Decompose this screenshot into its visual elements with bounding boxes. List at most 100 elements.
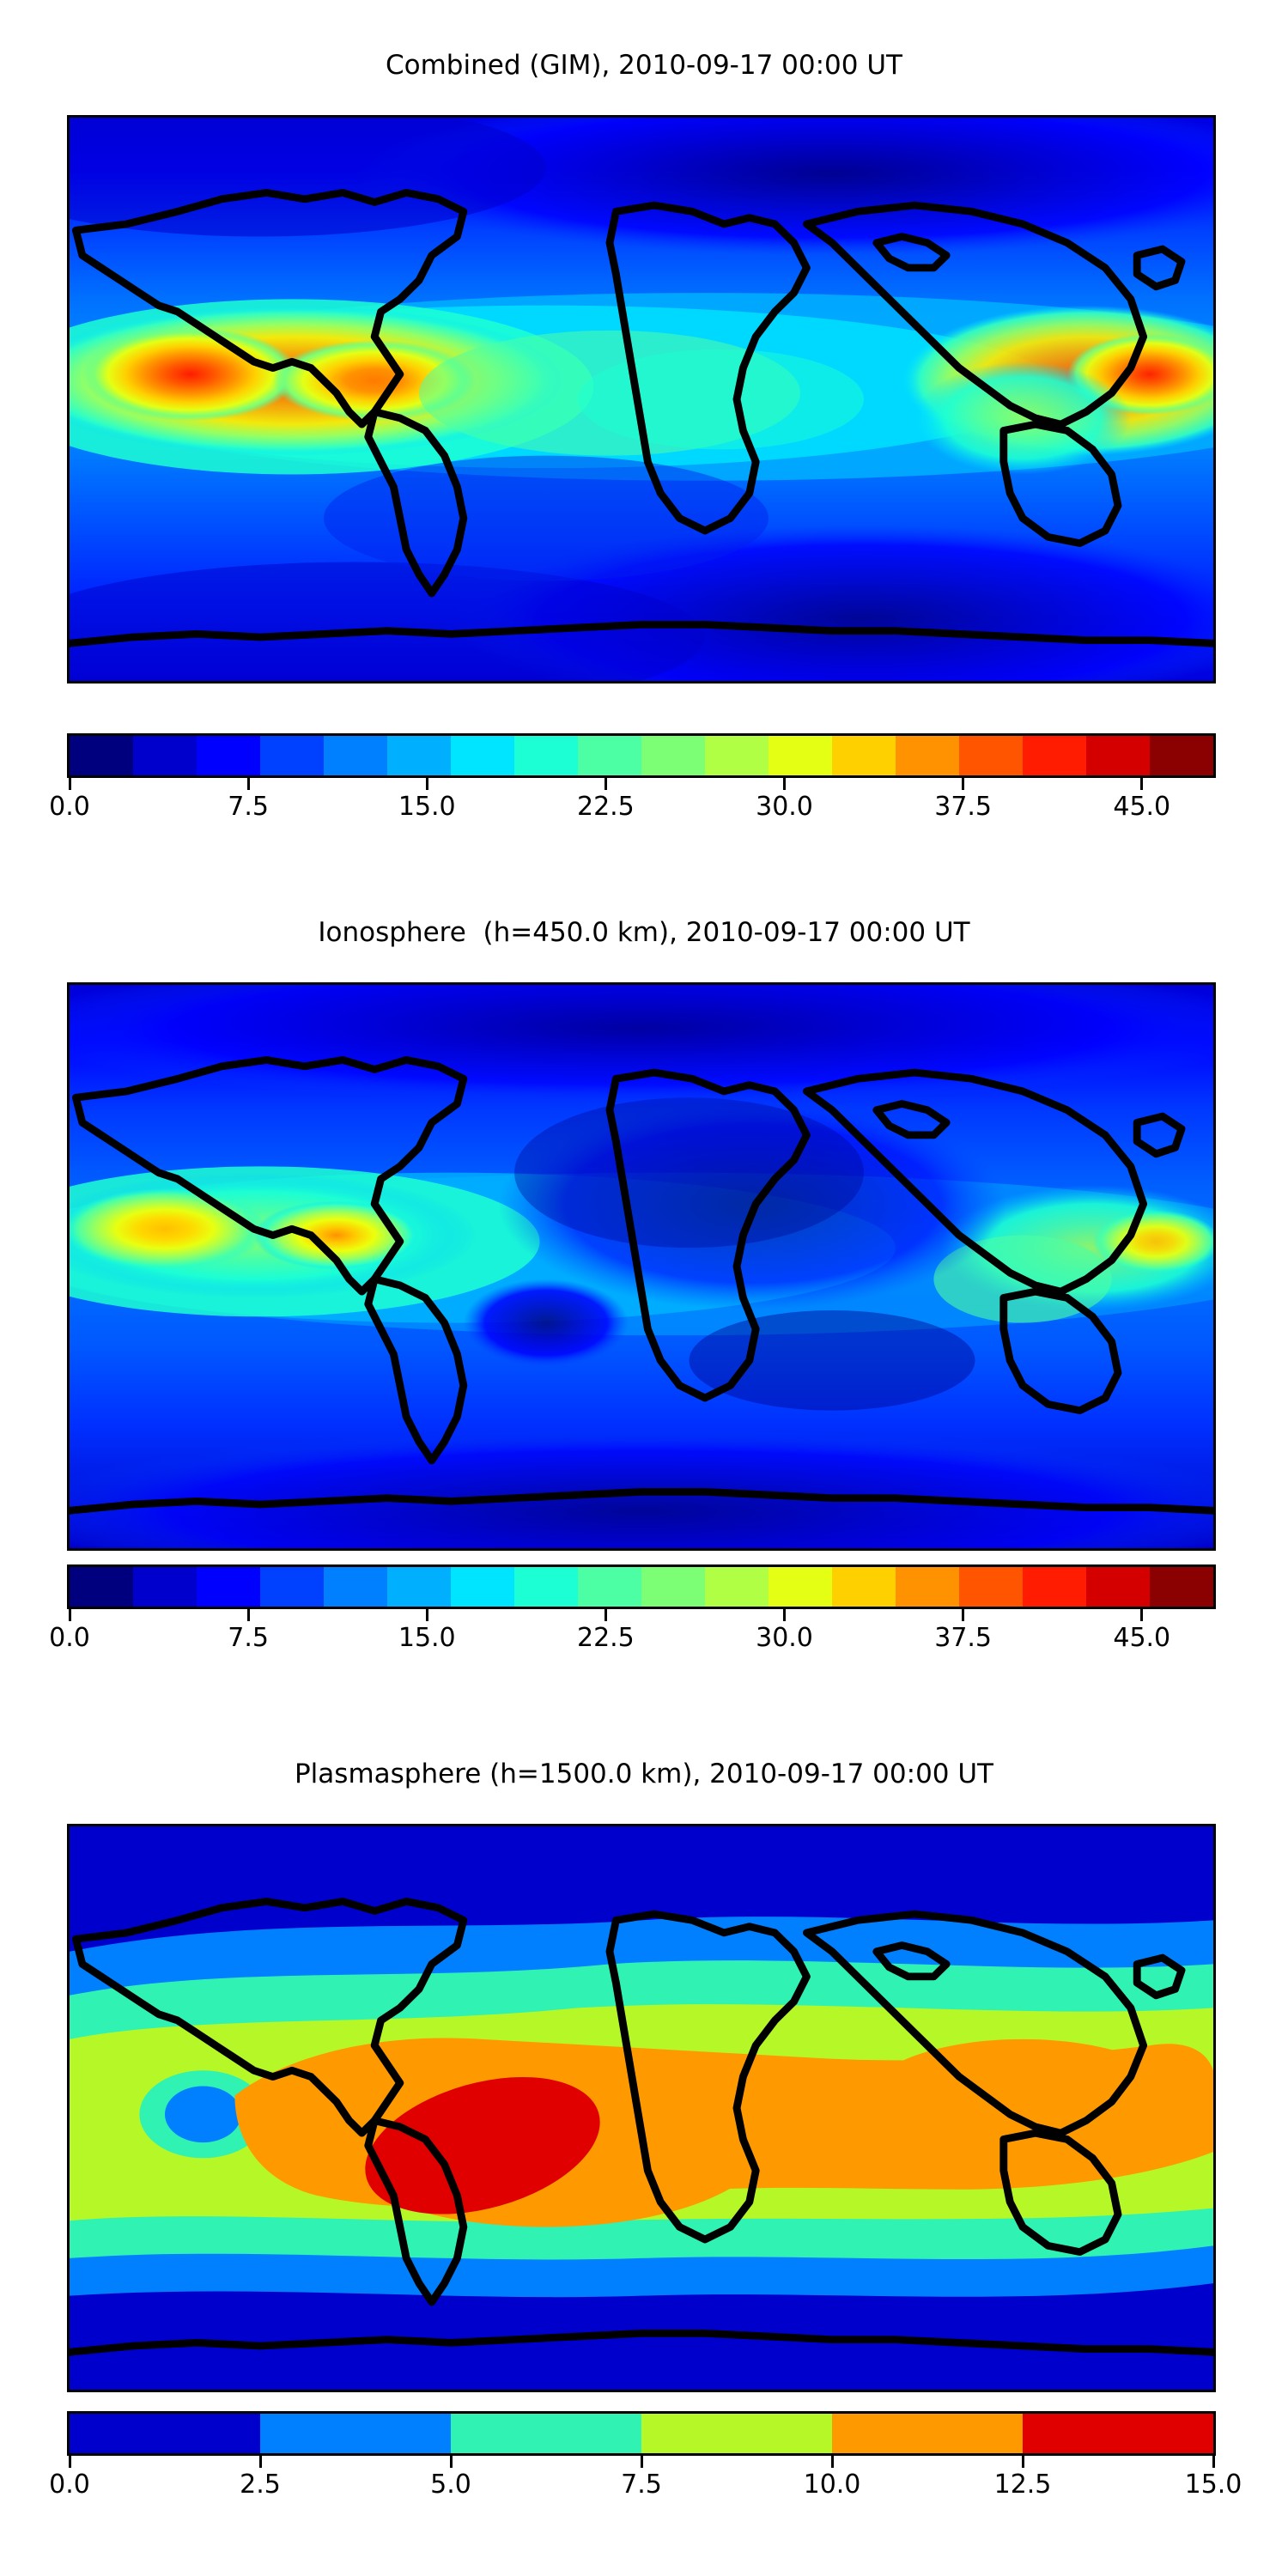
colorbar-segment	[451, 2414, 641, 2453]
colorbar-tick	[449, 2456, 453, 2468]
colorbar-tick	[1212, 2456, 1215, 2468]
colorbar-segment	[641, 1567, 705, 1607]
colorbar-tick	[783, 778, 786, 790]
colorbar-tick-label: 10.0	[803, 2470, 861, 2500]
colorbar-segment	[832, 2414, 1023, 2453]
colorbar-tick-label: 30.0	[756, 792, 813, 822]
colorbar-segment	[260, 1567, 324, 1607]
colorbar-segment	[1023, 1567, 1086, 1607]
colorbar-tick	[962, 778, 965, 790]
colorbar-tick	[425, 778, 428, 790]
colorbar-segment	[1150, 736, 1213, 775]
colorbar-tick	[246, 1609, 250, 1621]
colorbar-tick-label: 30.0	[756, 1623, 813, 1653]
colorbar-segment	[959, 736, 1023, 775]
colorbar-tick	[1021, 2456, 1024, 2468]
colorbar-tick-label: 7.5	[621, 2470, 662, 2500]
colorbar-segment	[514, 736, 578, 775]
map-canvas-ionosphere	[70, 985, 1213, 1548]
colorbar-tick-label: 37.5	[934, 792, 993, 822]
colorbar-segment	[451, 736, 514, 775]
colorbar-tick-label: 0.0	[49, 2470, 90, 2500]
colorbar-tick-label: 15.0	[398, 1623, 456, 1653]
colorbar-segment	[769, 1567, 832, 1607]
panel-title-combined-gim: Combined (GIM), 2010-09-17 00:00 UT	[386, 50, 902, 81]
colorbar-tick-label: 7.5	[228, 792, 269, 822]
colorbar-segment	[959, 1567, 1023, 1607]
colorbar-segment	[260, 736, 324, 775]
colorbar-segment	[1023, 2414, 1213, 2453]
colorbar-segment	[70, 736, 133, 775]
colorbar-tick	[604, 1609, 607, 1621]
colorbar-strip-2	[67, 2411, 1216, 2456]
colorbar-segment	[133, 736, 197, 775]
colorbar-segment	[133, 1567, 197, 1607]
colorbar-tick	[604, 778, 607, 790]
colorbar-tick-label: 0.0	[49, 792, 90, 822]
colorbar-segment	[578, 1567, 641, 1607]
colorbar-tick-label: 2.5	[240, 2470, 281, 2500]
colorbar-segment	[896, 1567, 959, 1607]
colorbar-segment	[1023, 736, 1086, 775]
colorbar-tick	[246, 778, 250, 790]
colorbar-tick-label: 37.5	[934, 1623, 993, 1653]
colorbar-segment	[70, 2414, 260, 2453]
colorbar-tick	[783, 1609, 786, 1621]
colorbar-segment	[1086, 1567, 1150, 1607]
colorbar-segment	[641, 2414, 832, 2453]
colorbar-segment	[260, 2414, 451, 2453]
map-canvas-plasmasphere	[70, 1826, 1213, 2390]
colorbar-tick	[640, 2456, 643, 2468]
map-canvas-combined-gim	[70, 118, 1213, 681]
colorbar-segment	[769, 736, 832, 775]
colorbar-segment	[1086, 736, 1150, 775]
colorbar-tick	[425, 1609, 428, 1621]
colorbar-segment	[324, 736, 387, 775]
colorbar-ionosphere: 0.0 7.5 15.0 22.5 30.0 37.5 45.0	[49, 1564, 1216, 1661]
colorbar-tick-label: 5.0	[430, 2470, 471, 2500]
colorbar-segment	[705, 736, 769, 775]
colorbar-plasmasphere: 0.0 2.5 5.0 7.5 10.0 12.5 15.0	[49, 2411, 1242, 2507]
colorbar-segment	[1150, 1567, 1213, 1607]
colorbar-tick	[68, 2456, 71, 2468]
colorbar-ticks-2	[67, 2456, 1216, 2470]
colorbar-tick	[258, 2456, 262, 2468]
panel-title-ionosphere: Ionosphere (h=450.0 km), 2010-09-17 00:0…	[318, 917, 970, 948]
map-plasmasphere	[67, 1824, 1216, 2392]
colorbar-combined-gim: 0.0 7.5 15.0 22.5 30.0 37.5 45.0	[49, 733, 1216, 829]
colorbar-tick-label: 12.5	[993, 2470, 1052, 2500]
colorbar-segment	[705, 1567, 769, 1607]
colorbar-segment	[832, 736, 896, 775]
colorbar-ticks-0	[67, 778, 1216, 792]
colorbar-tick-label: 15.0	[398, 792, 456, 822]
colorbar-labels-0: 0.0 7.5 15.0 22.5 30.0 37.5 45.0	[49, 792, 1216, 829]
colorbar-tick	[1140, 1609, 1144, 1621]
colorbar-labels-2: 0.0 2.5 5.0 7.5 10.0 12.5 15.0	[49, 2470, 1242, 2507]
colorbar-tick	[68, 778, 71, 790]
colorbar-ticks-1	[67, 1609, 1216, 1623]
colorbar-labels-1: 0.0 7.5 15.0 22.5 30.0 37.5 45.0	[49, 1623, 1216, 1661]
colorbar-tick	[68, 1609, 71, 1621]
map-combined-gim	[67, 115, 1216, 683]
colorbar-segment	[387, 736, 451, 775]
colorbar-strip-1	[67, 1564, 1216, 1609]
colorbar-strip-0	[67, 733, 1216, 778]
colorbar-tick-label: 7.5	[228, 1623, 269, 1653]
colorbar-tick-label: 45.0	[1113, 792, 1171, 822]
colorbar-segment	[641, 736, 705, 775]
colorbar-segment	[514, 1567, 578, 1607]
coastlines-layer	[70, 1056, 1213, 1515]
colorbar-tick	[830, 2456, 834, 2468]
colorbar-segment	[451, 1567, 514, 1607]
colorbar-tick-label: 45.0	[1113, 1623, 1171, 1653]
colorbar-segment	[578, 736, 641, 775]
colorbar-segment	[896, 736, 959, 775]
panel-title-plasmasphere: Plasmasphere (h=1500.0 km), 2010-09-17 0…	[294, 1759, 993, 1789]
colorbar-tick-label: 15.0	[1184, 2470, 1242, 2500]
map-ionosphere	[67, 982, 1216, 1551]
colorbar-tick	[1140, 778, 1144, 790]
coastlines-layer	[70, 1898, 1213, 2356]
colorbar-tick-label: 22.5	[576, 792, 635, 822]
colorbar-segment	[197, 1567, 260, 1607]
